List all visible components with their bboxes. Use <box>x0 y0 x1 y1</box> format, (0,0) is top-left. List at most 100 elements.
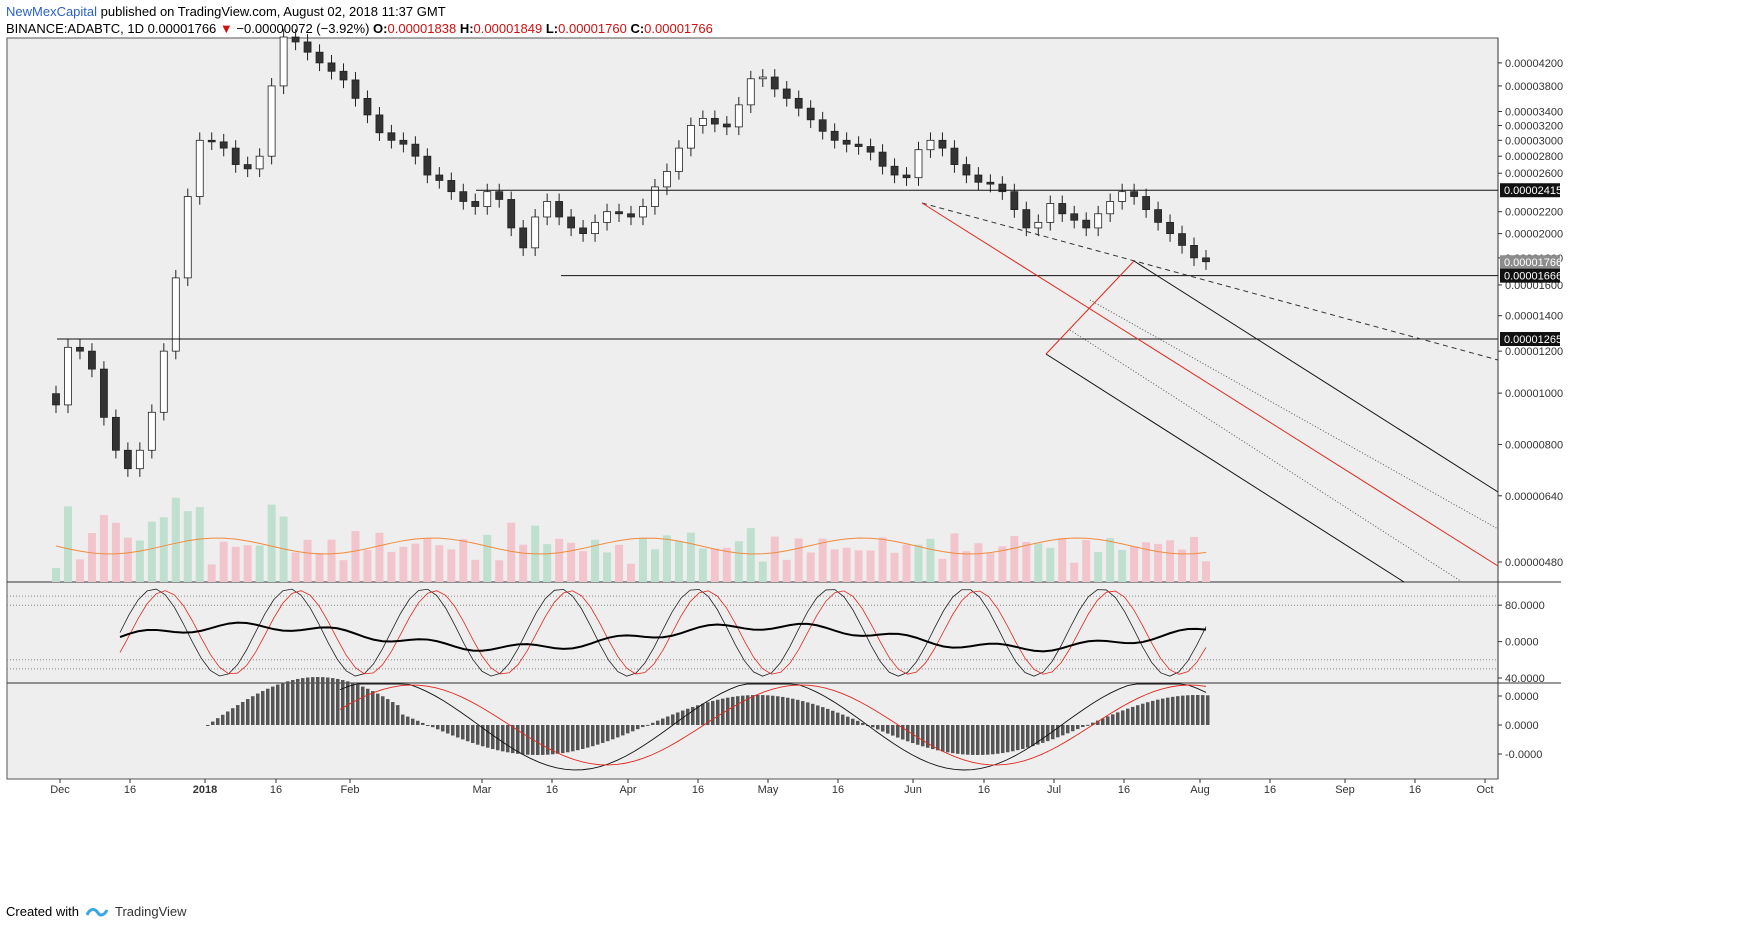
macd-bar <box>661 718 665 725</box>
volume-bar <box>782 559 791 582</box>
macd-bar <box>281 682 285 725</box>
macd-bar <box>946 725 950 753</box>
candle-body <box>998 183 1007 193</box>
macd-bar <box>861 722 865 725</box>
candle-body <box>734 104 743 128</box>
time-tick-label: 16 <box>978 784 990 796</box>
volume-bar <box>1082 540 1091 582</box>
macd-bar <box>1171 696 1175 725</box>
ohlc-line: BINANCE:ADABTC, 1D 0.00001766 ▼ −0.00000… <box>6 20 713 37</box>
candle-body <box>974 174 983 183</box>
volume-bar <box>399 546 408 582</box>
candle-body <box>207 139 216 143</box>
candle-body <box>842 139 851 145</box>
macd-bar <box>941 725 945 752</box>
macd-bar <box>826 708 830 725</box>
volume-bar <box>938 558 947 582</box>
macd-bar <box>766 695 770 725</box>
price-tick-label: 0.00000480 <box>1505 557 1563 569</box>
macd-bar <box>241 701 245 725</box>
candle-body <box>423 155 432 176</box>
volume-bar <box>507 522 516 582</box>
candle-body <box>375 114 384 134</box>
candle-body <box>746 78 755 106</box>
osc-tick-label: 80.0000 <box>1505 600 1545 612</box>
candle-body <box>962 164 971 176</box>
macd-bar <box>726 697 730 725</box>
volume-bar <box>746 528 755 582</box>
macd-bar <box>301 678 305 725</box>
macd-bar <box>701 703 705 725</box>
time-tick-label: 16 <box>546 784 558 796</box>
volume-bar <box>603 552 612 582</box>
price-tag-label: 0.00001265 <box>1504 334 1562 346</box>
macd-bar <box>881 725 885 732</box>
volume-bar <box>878 537 887 582</box>
macd-bar <box>316 677 320 725</box>
macd-bar <box>631 725 635 732</box>
candle-body <box>447 180 456 193</box>
volume-bar <box>435 545 444 582</box>
macd-bar <box>271 686 275 725</box>
macd-bar <box>351 682 355 725</box>
volume-bar <box>1070 562 1079 582</box>
macd-bar <box>356 684 360 725</box>
macd-bar <box>676 712 680 725</box>
volume-bar <box>1058 537 1067 582</box>
macd-bar <box>541 725 545 755</box>
volume-bar <box>459 539 468 582</box>
macd-bar <box>1141 703 1145 725</box>
candle-body <box>1178 233 1186 246</box>
macd-bar <box>981 725 985 755</box>
macd-bar <box>391 702 395 725</box>
volume-bar <box>327 539 336 582</box>
volume-bar <box>698 548 707 582</box>
macd-bar <box>516 725 520 754</box>
macd-bar <box>706 702 710 725</box>
volume-bar <box>1154 543 1163 582</box>
volume-bar <box>674 541 683 582</box>
price-tick-label: 0.00003800 <box>1505 81 1563 93</box>
volume-bar <box>243 545 252 582</box>
author-link[interactable]: NewMexCapital <box>6 4 98 19</box>
price-tick-label: 0.00003400 <box>1505 107 1563 119</box>
macd-bar <box>331 678 335 725</box>
volume-bar <box>974 543 983 582</box>
macd-bar <box>481 725 485 747</box>
macd-bar <box>1156 699 1160 725</box>
volume-bar <box>315 552 324 582</box>
macd-bar <box>721 698 725 725</box>
macd-bar <box>791 698 795 725</box>
macd-bar <box>276 684 280 725</box>
price-tick-label: 0.00003000 <box>1505 135 1563 147</box>
candle-body <box>495 191 504 200</box>
candle-body <box>1070 213 1079 221</box>
low-label: L: <box>545 21 559 36</box>
macd-bar <box>411 718 415 725</box>
volume-bar <box>63 506 72 582</box>
macd-bar <box>451 725 455 736</box>
macd-bar <box>526 725 530 755</box>
candle-body <box>279 36 288 87</box>
red-channel-line <box>921 202 1499 567</box>
candle-body <box>878 151 887 167</box>
volume-bar <box>1202 561 1210 582</box>
volume-bar <box>267 504 276 582</box>
macd-bar <box>1196 695 1200 725</box>
macd-bar <box>266 688 270 725</box>
volume-series <box>52 497 1210 582</box>
volume-bar <box>111 522 120 582</box>
macd-bar <box>486 725 490 748</box>
tradingview-brand[interactable]: TradingView <box>114 904 187 919</box>
macd-bar <box>431 725 435 728</box>
macd-bar <box>381 696 385 725</box>
volume-bar <box>758 561 767 582</box>
last-price: 0.00001766 <box>147 21 217 36</box>
macd-bar <box>436 725 440 730</box>
macd-bar <box>261 691 265 725</box>
footer: Created with TradingView <box>6 904 187 919</box>
candle-body <box>111 416 120 451</box>
macd-bar <box>611 725 615 740</box>
volume-bar <box>926 538 935 582</box>
